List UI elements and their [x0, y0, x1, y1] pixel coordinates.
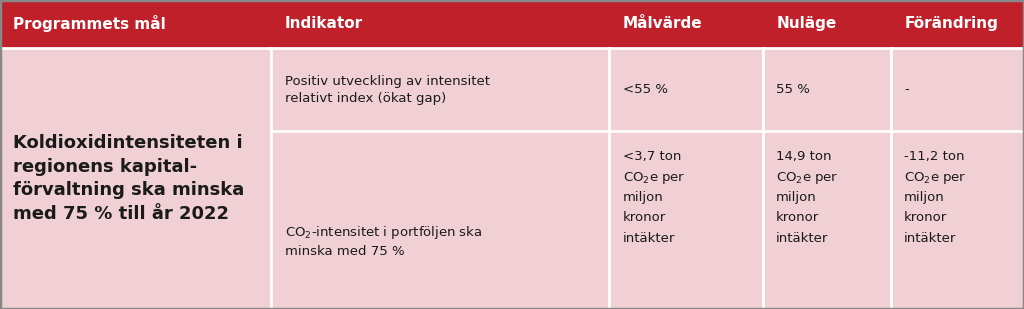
Text: Koldioxidintensiteten i
regionens kapital-
förvaltning ska minska
med 75 % till : Koldioxidintensiteten i regionens kapita…: [13, 134, 245, 223]
Text: Nuläge: Nuläge: [776, 16, 837, 32]
Text: intäkter: intäkter: [623, 232, 675, 245]
Text: 55 %: 55 %: [776, 83, 810, 96]
Text: CO$_2$-intensitet i portföljen ska
minska med 75 %: CO$_2$-intensitet i portföljen ska minsk…: [285, 224, 482, 259]
Text: miljon: miljon: [623, 191, 664, 204]
Text: miljon: miljon: [904, 191, 945, 204]
Text: miljon: miljon: [776, 191, 817, 204]
Text: kronor: kronor: [623, 211, 666, 224]
Text: Programmets mål: Programmets mål: [13, 15, 166, 32]
Text: CO$_2$e per: CO$_2$e per: [904, 170, 967, 186]
Text: -11,2 ton: -11,2 ton: [904, 150, 965, 163]
Text: Målvärde: Målvärde: [623, 16, 702, 32]
Text: <3,7 ton: <3,7 ton: [623, 150, 681, 163]
Text: CO$_2$e per: CO$_2$e per: [623, 170, 685, 186]
Text: CO$_2$e per: CO$_2$e per: [776, 170, 839, 186]
Text: intäkter: intäkter: [904, 232, 956, 245]
Text: Positiv utveckling av intensitet
relativt index (ökat gap): Positiv utveckling av intensitet relativ…: [285, 74, 489, 105]
Text: Indikator: Indikator: [285, 16, 362, 32]
Bar: [0, 48, 1024, 131]
Text: kronor: kronor: [776, 211, 819, 224]
Text: intäkter: intäkter: [776, 232, 828, 245]
Text: 14,9 ton: 14,9 ton: [776, 150, 831, 163]
Bar: [0, 131, 1024, 309]
Text: Förändring: Förändring: [904, 16, 998, 32]
Bar: [0, 0, 1024, 48]
Text: <55 %: <55 %: [623, 83, 668, 96]
Text: kronor: kronor: [904, 211, 947, 224]
Text: -: -: [904, 83, 909, 96]
